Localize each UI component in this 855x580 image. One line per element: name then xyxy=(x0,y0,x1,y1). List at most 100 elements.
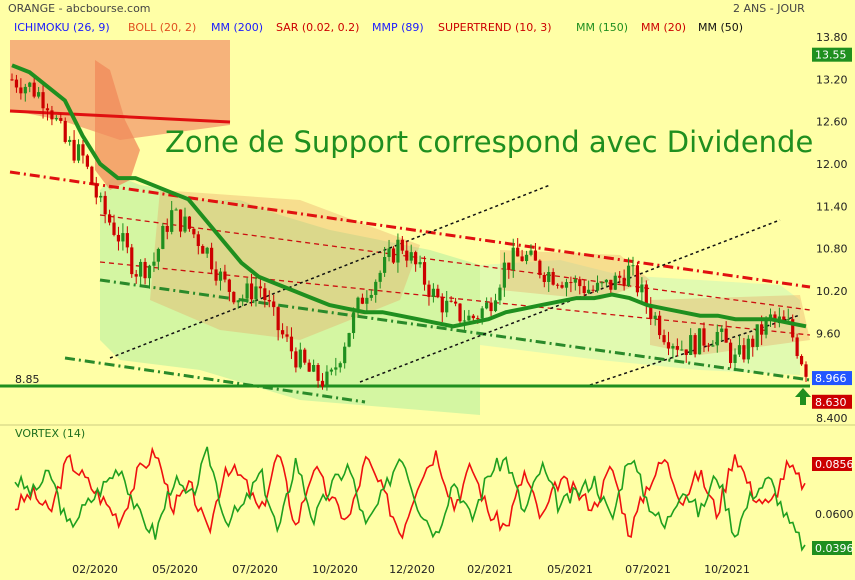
price-tick-label: 10.20 xyxy=(816,285,848,298)
candle-body xyxy=(777,316,781,320)
bollinger-band-mid2 xyxy=(500,250,650,300)
candle-body xyxy=(609,279,613,290)
candle-body xyxy=(773,314,777,320)
candle-body xyxy=(649,305,653,319)
candle-body xyxy=(391,248,396,263)
candle-body xyxy=(254,286,258,300)
candle-body xyxy=(613,275,617,290)
candle-body xyxy=(431,288,435,297)
candle-body xyxy=(343,346,347,364)
candle-body xyxy=(338,363,342,368)
candle-body xyxy=(400,239,404,251)
arrow-up-icon xyxy=(795,388,811,405)
candle-body xyxy=(498,287,502,301)
candle-body xyxy=(236,300,240,303)
candle-body xyxy=(631,265,635,267)
indicator-label: MM (200) xyxy=(211,21,263,34)
candle-body xyxy=(396,239,400,263)
price-tick-label: 12.00 xyxy=(816,158,848,171)
candle-body xyxy=(742,345,746,360)
candle-body xyxy=(320,380,325,387)
candle-body xyxy=(786,319,790,321)
candle-body xyxy=(795,337,799,357)
support-label: 8.85 xyxy=(15,373,40,386)
candle-body xyxy=(422,262,427,285)
price-tick-label: 10.80 xyxy=(816,243,848,256)
candle-body xyxy=(232,291,236,303)
candle-body xyxy=(227,279,231,292)
price-badges: 13.55 8.966 8.630 xyxy=(812,47,852,409)
candle-body xyxy=(45,108,50,111)
candle-body xyxy=(538,260,542,275)
candle-body xyxy=(782,316,786,320)
candle-body xyxy=(635,265,640,293)
candle-body xyxy=(152,261,156,266)
candle-body xyxy=(524,254,529,262)
candle-body xyxy=(298,349,302,368)
vortex-badge xyxy=(812,457,852,471)
candle-body xyxy=(303,349,307,363)
candle-body xyxy=(533,250,538,261)
candle-body xyxy=(547,272,551,282)
candle-body xyxy=(799,356,804,365)
candle-body xyxy=(662,335,666,343)
vortex-tick-label: 0.0600 xyxy=(815,508,854,521)
candle-body xyxy=(125,233,129,248)
candle-body xyxy=(493,300,498,312)
candle-body xyxy=(214,269,218,281)
candle-body xyxy=(804,364,808,377)
candle-body xyxy=(19,87,23,94)
candle-body xyxy=(453,301,458,304)
vortex-badge-label: 0.0396 xyxy=(815,542,854,555)
candle-body xyxy=(680,349,684,351)
candle-body xyxy=(689,335,693,356)
candle-body xyxy=(755,324,759,347)
price-tick-label: 9.60 xyxy=(816,327,841,340)
candle-body xyxy=(462,320,467,322)
candle-body xyxy=(218,271,223,281)
candle-body xyxy=(440,297,444,313)
candle-body xyxy=(724,328,728,343)
candle-body xyxy=(702,328,706,346)
candle-body xyxy=(263,288,267,300)
price-tick-label: 11.40 xyxy=(816,200,848,213)
price-badge xyxy=(812,394,852,409)
candle-body xyxy=(560,285,564,288)
candle-body xyxy=(666,342,671,349)
candle-body xyxy=(684,349,688,356)
date-tick-label: 12/2020 xyxy=(389,563,435,576)
price-badge-label: 13.55 xyxy=(815,49,847,62)
candle-body xyxy=(312,364,316,372)
vortex-title: VORTEX (14) xyxy=(15,427,85,440)
candle-body xyxy=(600,282,604,284)
candle-body xyxy=(569,282,573,284)
candle-body xyxy=(720,328,724,332)
candle-body xyxy=(258,286,263,289)
date-tick-label: 10/2021 xyxy=(704,563,750,576)
candle-body xyxy=(329,369,333,372)
price-tick-label: 13.20 xyxy=(816,73,848,86)
candle-body xyxy=(85,155,90,167)
date-tick-label: 10/2020 xyxy=(312,563,358,576)
vortex-plus-line xyxy=(14,446,806,540)
candle-body xyxy=(644,284,648,306)
vortex-minus-line xyxy=(14,446,806,552)
supertrend-line xyxy=(9,109,231,124)
candle-body xyxy=(582,286,586,294)
date-tick-label: 07/2020 xyxy=(232,563,278,576)
candle-body xyxy=(693,335,697,355)
candle-body xyxy=(369,294,373,298)
price-badge xyxy=(812,371,852,386)
date-tick-label: 07/2021 xyxy=(625,563,671,576)
candle-body xyxy=(165,225,169,232)
candle-body xyxy=(551,272,555,285)
candle-body xyxy=(555,284,560,286)
candlesticks xyxy=(10,73,808,391)
candle-body xyxy=(245,283,249,299)
vortex-badge-label: 0.0856 xyxy=(815,458,854,471)
candle-body xyxy=(658,315,662,336)
price-badge-label: 8.630 xyxy=(815,396,847,409)
timeframe: 2 ANS - JOUR xyxy=(733,2,805,15)
candle-body xyxy=(99,195,103,198)
